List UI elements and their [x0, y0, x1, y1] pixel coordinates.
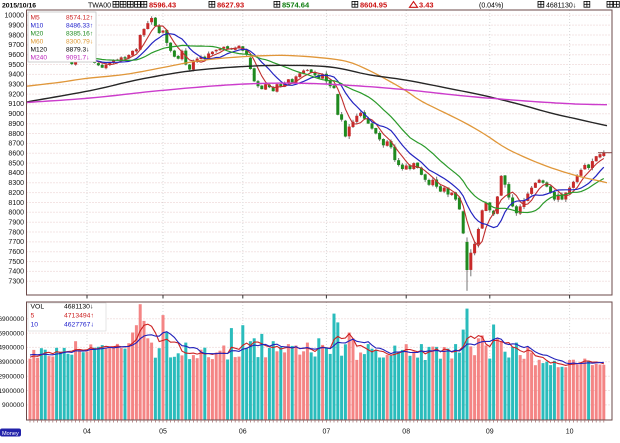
- svg-text:VOL: VOL: [31, 304, 45, 311]
- svg-text:9700: 9700: [8, 42, 24, 49]
- svg-text:5: 5: [31, 313, 35, 320]
- svg-text:7800: 7800: [8, 229, 24, 236]
- svg-text:TWA00: TWA00: [88, 3, 111, 10]
- svg-text:(0.04%): (0.04%): [479, 3, 504, 10]
- svg-text:M10: M10: [31, 22, 44, 29]
- svg-text:9300: 9300: [8, 82, 24, 89]
- svg-text:7500: 7500: [8, 259, 24, 266]
- svg-text:4681130↓: 4681130↓: [64, 304, 93, 311]
- svg-text:8000: 8000: [8, 210, 24, 217]
- svg-text:8100: 8100: [8, 200, 24, 207]
- svg-text:9900: 9900: [8, 22, 24, 29]
- svg-text:8596.43: 8596.43: [149, 1, 176, 10]
- svg-text:8627.93: 8627.93: [217, 1, 244, 10]
- svg-text:8486.33↑: 8486.33↑: [66, 22, 93, 29]
- svg-text:4681130↓: 4681130↓: [546, 3, 576, 10]
- svg-text:10: 10: [31, 322, 39, 329]
- svg-text:6900000: 6900000: [0, 316, 24, 323]
- svg-text:8604.95: 8604.95: [360, 1, 387, 10]
- svg-text:05: 05: [159, 429, 167, 436]
- svg-text:4627767↓: 4627767↓: [64, 322, 94, 329]
- svg-text:8600: 8600: [8, 151, 24, 158]
- svg-text:09: 09: [486, 429, 494, 436]
- svg-text:M120: M120: [31, 46, 48, 53]
- svg-text:04: 04: [83, 429, 91, 436]
- svg-text:8574.64: 8574.64: [282, 1, 310, 10]
- svg-text:9100: 9100: [8, 101, 24, 108]
- svg-text:M60: M60: [31, 38, 44, 45]
- svg-text:8900: 8900: [8, 121, 24, 128]
- svg-text:M20: M20: [31, 30, 44, 37]
- svg-text:3900000: 3900000: [0, 359, 24, 366]
- svg-text:8800: 8800: [8, 131, 24, 138]
- svg-text:06: 06: [239, 429, 247, 436]
- svg-text:2015/10/16: 2015/10/16: [2, 3, 36, 10]
- svg-text:9600: 9600: [8, 52, 24, 59]
- svg-text:8385.16↑: 8385.16↑: [66, 30, 93, 37]
- svg-text:M5: M5: [31, 14, 40, 21]
- svg-text:4900000: 4900000: [0, 345, 24, 352]
- svg-text:8200: 8200: [8, 190, 24, 197]
- svg-text:7900: 7900: [8, 220, 24, 227]
- svg-text:7400: 7400: [8, 269, 24, 276]
- svg-text:8300.79↓: 8300.79↓: [66, 38, 93, 45]
- svg-text:9500: 9500: [8, 62, 24, 69]
- svg-text:9000: 9000: [8, 111, 24, 118]
- svg-text:8300: 8300: [8, 180, 24, 187]
- svg-text:07: 07: [323, 429, 331, 436]
- svg-text:9400: 9400: [8, 72, 24, 79]
- svg-text:10000: 10000: [5, 13, 25, 20]
- svg-text:7300: 7300: [8, 279, 24, 286]
- svg-text:8879.3↓: 8879.3↓: [66, 46, 89, 53]
- svg-text:8500: 8500: [8, 160, 24, 167]
- svg-text:Money: Money: [2, 431, 19, 437]
- svg-text:10: 10: [566, 429, 574, 436]
- svg-text:9200: 9200: [8, 91, 24, 98]
- svg-text:7600: 7600: [8, 249, 24, 256]
- svg-text:08: 08: [402, 429, 410, 436]
- svg-text:M240: M240: [31, 54, 48, 61]
- svg-text:8574.12↑: 8574.12↑: [66, 14, 93, 21]
- svg-text:5900000: 5900000: [0, 330, 24, 337]
- svg-text:900000: 900000: [2, 402, 24, 409]
- svg-text:2900000: 2900000: [0, 374, 24, 381]
- svg-text:3.43: 3.43: [419, 1, 434, 10]
- svg-text:8400: 8400: [8, 170, 24, 177]
- svg-text:7700: 7700: [8, 239, 24, 246]
- svg-text:9091.7↓: 9091.7↓: [66, 54, 89, 61]
- svg-text:4713494↑: 4713494↑: [64, 313, 94, 320]
- svg-text:1900000: 1900000: [0, 388, 24, 395]
- svg-text:9800: 9800: [8, 32, 24, 39]
- svg-text:8700: 8700: [8, 141, 24, 148]
